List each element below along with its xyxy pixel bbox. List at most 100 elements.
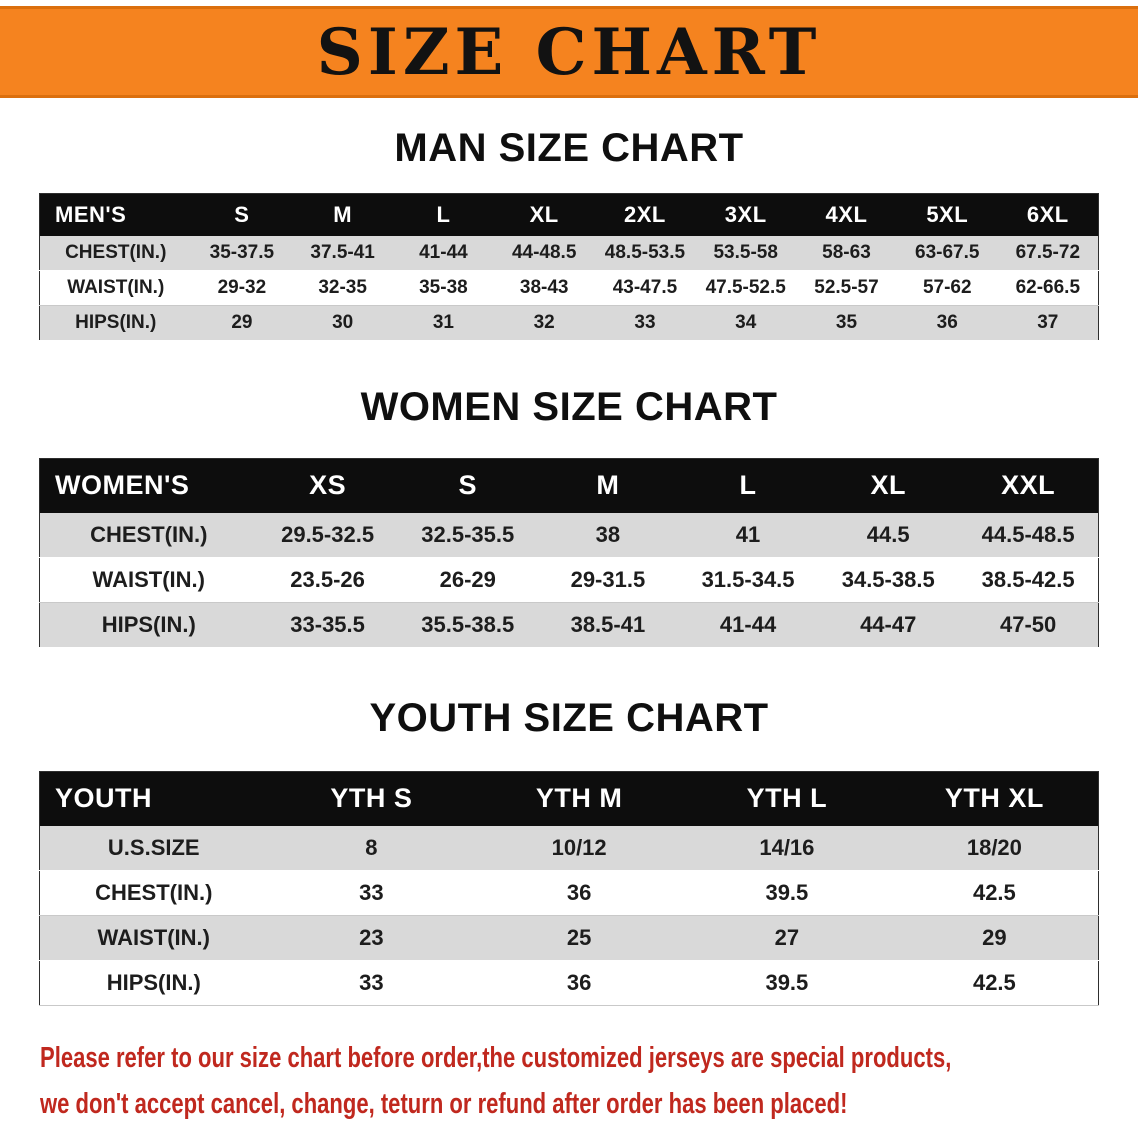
measurement-row: HIPS(IN.) 29 30 31 32 33 34 35 36 37 bbox=[39, 305, 1099, 341]
measurement-row: CHEST(IN.) 29.5-32.5 32.5-35.5 38 41 44.5 44.5… bbox=[39, 512, 1099, 558]
value-cell: 14/16 bbox=[683, 825, 891, 871]
value-cell: 36 bbox=[475, 870, 683, 916]
measurement-row: HIPS(IN.) 33-35.5 35.5-38.5 38.5-41 41-44 44-… bbox=[39, 602, 1099, 648]
value-cell: 27 bbox=[683, 915, 891, 961]
banner-title: SIZE CHART bbox=[316, 14, 822, 90]
measurement-row: U.S.SIZE 8 10/12 14/16 18/20 bbox=[39, 825, 1099, 871]
value-cell: 10/12 bbox=[475, 825, 683, 871]
value-cell: 35 bbox=[796, 305, 897, 341]
youth-size-section: YOUTH SIZE CHART YOUTH YTH S YTH M YTH L YTH… bbox=[0, 648, 1138, 1006]
size-label-cell: XL bbox=[818, 458, 959, 513]
value-cell: 35-38 bbox=[393, 270, 494, 306]
value-cell: 44.5-48.5 bbox=[958, 512, 1099, 558]
size-chart-banner: SIZE CHART bbox=[0, 6, 1138, 98]
value-cell: 36 bbox=[896, 305, 998, 341]
men-section-heading: MAN SIZE CHART bbox=[394, 126, 744, 170]
row-label-cell: CHEST(IN.) bbox=[39, 235, 192, 271]
table-title-cell: MEN'S bbox=[39, 193, 192, 236]
value-cell: 38.5-42.5 bbox=[958, 557, 1099, 603]
value-cell: 41-44 bbox=[677, 602, 819, 648]
value-cell: 67.5-72 bbox=[997, 235, 1099, 271]
value-cell: 29-31.5 bbox=[537, 557, 678, 603]
value-cell: 25 bbox=[475, 915, 683, 961]
value-cell: 44-48.5 bbox=[493, 235, 595, 271]
value-cell: 47-50 bbox=[958, 602, 1099, 648]
value-cell: 8 bbox=[267, 825, 476, 871]
row-label-cell: HIPS(IN.) bbox=[39, 602, 258, 648]
value-cell: 63-67.5 bbox=[896, 235, 998, 271]
value-cell: 33-35.5 bbox=[257, 602, 398, 648]
table-title-cell: WOMEN'S bbox=[39, 458, 258, 513]
value-cell: 30 bbox=[292, 305, 394, 341]
value-cell: 32.5-35.5 bbox=[397, 512, 538, 558]
size-label-cell: S bbox=[191, 193, 293, 236]
youth-size-table: YOUTH YTH S YTH M YTH L YTH XL U.S.SIZE 8 10/12… bbox=[39, 771, 1099, 1006]
value-cell: 29.5-32.5 bbox=[257, 512, 398, 558]
value-cell: 37 bbox=[997, 305, 1099, 341]
value-cell: 32 bbox=[493, 305, 595, 341]
value-cell: 26-29 bbox=[397, 557, 538, 603]
size-label-cell: YTH S bbox=[267, 771, 476, 826]
value-cell: 48.5-53.5 bbox=[594, 235, 696, 271]
value-cell: 38-43 bbox=[493, 270, 595, 306]
size-label-cell: YTH M bbox=[475, 771, 683, 826]
value-cell: 52.5-57 bbox=[796, 270, 897, 306]
size-label-cell: M bbox=[292, 193, 394, 236]
women-size-table: WOMEN'S XS S M L XL XXL CHEST(IN.) 29.5-32.5 32.5… bbox=[39, 458, 1099, 648]
value-cell: 38.5-41 bbox=[537, 602, 678, 648]
value-cell: 29 bbox=[890, 915, 1099, 961]
size-label-cell: 4XL bbox=[796, 193, 897, 236]
row-label-cell: U.S.SIZE bbox=[39, 825, 268, 871]
value-cell: 31 bbox=[393, 305, 494, 341]
value-cell: 57-62 bbox=[896, 270, 998, 306]
value-cell: 34.5-38.5 bbox=[818, 557, 959, 603]
row-label-cell: HIPS(IN.) bbox=[39, 960, 268, 1006]
value-cell: 29-32 bbox=[191, 270, 293, 306]
value-cell: 44.5 bbox=[818, 512, 959, 558]
size-label-cell: 3XL bbox=[695, 193, 797, 236]
value-cell: 29 bbox=[191, 305, 293, 341]
row-label-cell: CHEST(IN.) bbox=[39, 870, 268, 916]
value-cell: 38 bbox=[537, 512, 678, 558]
value-cell: 39.5 bbox=[683, 960, 891, 1006]
size-label-cell: YTH XL bbox=[890, 771, 1099, 826]
women-size-section: WOMEN SIZE CHART WOMEN'S XS S M L XL XXL CHEST(… bbox=[0, 341, 1138, 648]
value-cell: 31.5-34.5 bbox=[677, 557, 819, 603]
value-cell: 35-37.5 bbox=[191, 235, 293, 271]
measurement-row: CHEST(IN.) 35-37.5 37.5-41 41-44 44-48.5 48.5… bbox=[39, 235, 1099, 271]
value-cell: 43-47.5 bbox=[594, 270, 696, 306]
measurement-row: WAIST(IN.) 23.5-26 26-29 29-31.5 31.5-34.5 34… bbox=[39, 557, 1099, 603]
measurement-row: WAIST(IN.) 23 25 27 29 bbox=[39, 915, 1099, 961]
size-label-cell: 2XL bbox=[594, 193, 696, 236]
youth-section-heading: YOUTH SIZE CHART bbox=[369, 696, 769, 740]
value-cell: 44-47 bbox=[818, 602, 959, 648]
size-label-cell: 6XL bbox=[997, 193, 1099, 236]
size-label-cell: XXL bbox=[958, 458, 1099, 513]
size-label-cell: L bbox=[393, 193, 494, 236]
header-row: MEN'S S M L XL 2XL 3XL 4XL 5XL 6XL bbox=[39, 193, 1099, 236]
row-label-cell: CHEST(IN.) bbox=[39, 512, 258, 558]
size-label-cell: YTH L bbox=[683, 771, 891, 826]
header-row: WOMEN'S XS S M L XL XXL bbox=[39, 458, 1099, 513]
value-cell: 41 bbox=[677, 512, 819, 558]
value-cell: 23 bbox=[267, 915, 476, 961]
notice-line-1: Please refer to our size chart before or… bbox=[40, 1042, 952, 1074]
women-section-heading: WOMEN SIZE CHART bbox=[360, 385, 778, 429]
size-label-cell: M bbox=[537, 458, 678, 513]
value-cell: 53.5-58 bbox=[695, 235, 797, 271]
size-label-cell: 5XL bbox=[896, 193, 998, 236]
measurement-row: HIPS(IN.) 33 36 39.5 42.5 bbox=[39, 960, 1099, 1006]
value-cell: 42.5 bbox=[890, 870, 1099, 916]
row-label-cell: WAIST(IN.) bbox=[39, 915, 268, 961]
size-label-cell: L bbox=[677, 458, 819, 513]
size-label-cell: XS bbox=[257, 458, 398, 513]
value-cell: 42.5 bbox=[890, 960, 1099, 1006]
measurement-row: WAIST(IN.) 29-32 32-35 35-38 38-43 43-47.5 47.… bbox=[39, 270, 1099, 306]
value-cell: 58-63 bbox=[796, 235, 897, 271]
value-cell: 35.5-38.5 bbox=[397, 602, 538, 648]
size-chart-page: SIZE CHART MAN SIZE CHART MEN'S S M L XL 2XL 3… bbox=[0, 6, 1138, 1123]
value-cell: 33 bbox=[267, 960, 476, 1006]
order-notice: Please refer to our size chart before or… bbox=[40, 1040, 1138, 1123]
size-label-cell: S bbox=[397, 458, 538, 513]
measurement-row: CHEST(IN.) 33 36 39.5 42.5 bbox=[39, 870, 1099, 916]
